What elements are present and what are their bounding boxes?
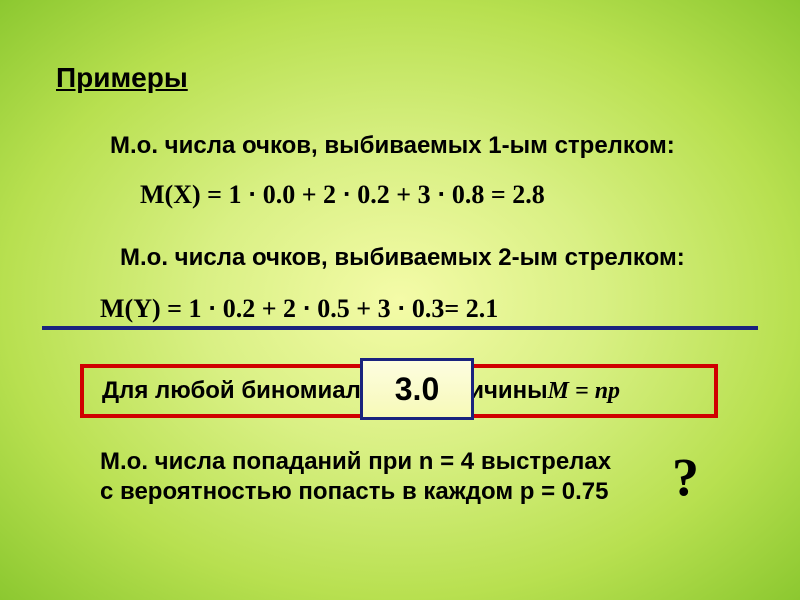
description-shooter-2: М.о. числа очков, выбиваемых 2-ым стрелк… bbox=[120, 244, 685, 272]
formula-my: M(Y) = 1 ⋅ 0.2 + 2 ⋅ 0.5 + 3 ⋅ 0.3= 2.1 bbox=[100, 294, 498, 324]
description-shooter-1: М.о. числа очков, выбиваемых 1-ым стрелк… bbox=[110, 132, 675, 160]
divider-line bbox=[42, 326, 758, 330]
binomial-rule-text: Для любой биномиальной величины bbox=[102, 377, 548, 405]
question-mark: ? bbox=[672, 446, 699, 508]
binomial-rule-formula: M = np bbox=[548, 378, 620, 405]
problem-prob-prefix: с вероятностью попасть в каждом bbox=[100, 478, 520, 505]
problem-prefix: М.о. числа попаданий при bbox=[100, 448, 419, 475]
problem-p: p = 0.75 bbox=[520, 478, 609, 505]
problem-line-2: с вероятностью попасть в каждом p = 0.75 bbox=[100, 478, 608, 506]
section-title: Примеры bbox=[56, 62, 188, 94]
problem-n: n = 4 bbox=[419, 448, 474, 475]
answer-box: 3.0 bbox=[360, 358, 474, 420]
problem-suffix-1: выстрелах bbox=[474, 448, 611, 475]
problem-line-1: М.о. числа попаданий при n = 4 выстрелах bbox=[100, 448, 611, 476]
formula-mx: M(X) = 1 ⋅ 0.0 + 2 ⋅ 0.2 + 3 ⋅ 0.8 = 2.8 bbox=[140, 180, 545, 210]
